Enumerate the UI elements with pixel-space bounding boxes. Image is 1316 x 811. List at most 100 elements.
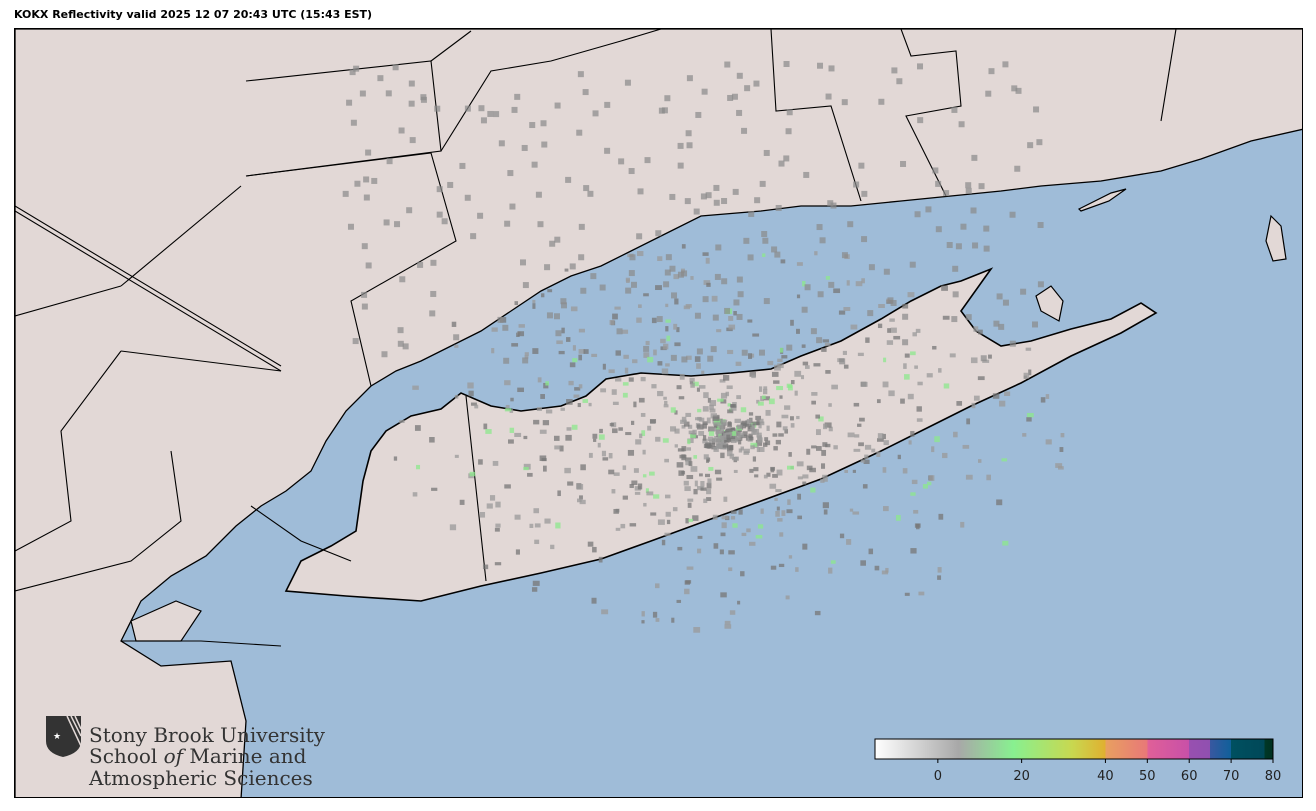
echo-cell — [727, 422, 732, 428]
echo-cell — [599, 428, 603, 434]
echo-cell — [820, 478, 825, 483]
echo-cell — [591, 353, 598, 358]
echo-cell — [876, 399, 881, 404]
echo-cell — [956, 401, 963, 406]
echo-cell — [741, 434, 747, 439]
echo-cell — [402, 343, 409, 350]
echo-cell — [615, 378, 622, 382]
echo-cell — [775, 511, 780, 517]
echo-cell — [533, 508, 540, 514]
echo-cell — [811, 392, 818, 396]
echo-cell — [693, 488, 698, 495]
echo-cell — [618, 158, 625, 165]
echo-cell — [996, 499, 1003, 506]
echo-cell — [701, 370, 705, 374]
echo-cell — [926, 373, 933, 378]
echo-cell — [677, 142, 684, 149]
echo-cell — [572, 358, 578, 363]
echo-cell — [579, 495, 583, 500]
echo-cell — [914, 523, 921, 528]
colorbar: 0 20 40 50 60 70 80 — [874, 738, 1281, 784]
echo-cell — [491, 327, 498, 332]
echo-cell — [580, 287, 587, 294]
echo-cell — [1014, 165, 1021, 172]
echo-cell — [914, 211, 921, 218]
echo-cell — [960, 223, 967, 230]
echo-cell — [730, 405, 737, 411]
echo-cell — [531, 587, 538, 592]
echo-cell — [590, 273, 597, 280]
echo-cell — [397, 340, 404, 347]
echo-cell — [686, 447, 692, 451]
echo-cell — [609, 423, 614, 427]
echo-cell — [696, 348, 703, 355]
echo-cell — [814, 610, 821, 616]
echo-cell — [825, 370, 831, 374]
echo-cell — [757, 401, 764, 406]
echo-cell — [777, 518, 783, 522]
echo-cell — [804, 284, 811, 291]
echo-cell — [731, 457, 739, 461]
echo-cell — [503, 357, 510, 364]
echo-cell — [705, 257, 710, 264]
echo-cell — [470, 402, 477, 406]
echo-cell — [420, 94, 427, 101]
echo-cell — [816, 446, 822, 451]
echo-cell — [709, 427, 716, 432]
echo-cell — [757, 524, 764, 529]
echo-cell — [729, 610, 736, 615]
echo-cell — [598, 434, 605, 440]
echo-cell — [960, 521, 965, 528]
echo-cell — [860, 459, 865, 463]
echo-cell — [406, 207, 413, 214]
echo-cell — [917, 117, 924, 124]
echo-cell — [718, 424, 724, 429]
echo-cell — [640, 412, 646, 417]
echo-cell — [600, 388, 607, 393]
echo-cell — [727, 349, 734, 355]
echo-cell — [688, 518, 693, 522]
block-island — [1265, 214, 1287, 262]
echo-cell — [806, 465, 813, 471]
echo-cell — [728, 315, 734, 321]
echo-cell — [665, 511, 671, 517]
echo-cell — [616, 328, 623, 335]
echo-cell — [942, 452, 948, 459]
echo-cell — [676, 462, 684, 468]
echo-cell — [486, 503, 493, 509]
echo-cell — [701, 88, 708, 95]
echo-cell — [727, 409, 734, 414]
echo-cell — [810, 328, 817, 335]
echo-cell — [758, 446, 765, 452]
echo-cell — [857, 352, 864, 357]
echo-cell — [628, 270, 635, 277]
echo-cell — [737, 600, 741, 605]
echo-cell — [397, 327, 404, 334]
echo-cell — [993, 320, 1000, 327]
echo-cell — [670, 354, 677, 361]
echo-cell — [720, 452, 725, 459]
echo-cell — [942, 315, 950, 320]
echo-cell — [796, 294, 801, 299]
echo-cell — [973, 326, 979, 332]
echo-cell — [717, 398, 724, 402]
echo-cell — [535, 191, 542, 198]
echo-cell — [756, 419, 760, 425]
echo-cell — [559, 445, 564, 452]
echo-cell — [565, 176, 572, 183]
echo-cell — [597, 442, 601, 448]
echo-cell — [716, 329, 722, 333]
echo-cell — [483, 423, 488, 430]
echo-cell — [491, 348, 495, 354]
echo-cell — [759, 180, 766, 187]
echo-cell — [540, 394, 545, 399]
echo-cell — [727, 403, 732, 407]
echo-cell — [827, 200, 834, 207]
echo-cell — [986, 474, 991, 481]
echo-cell — [661, 539, 666, 546]
echo-cell — [560, 302, 567, 309]
echo-cell — [736, 276, 743, 283]
echo-cell — [764, 437, 769, 442]
echo-cell — [877, 323, 883, 329]
echo-cell — [988, 354, 992, 359]
